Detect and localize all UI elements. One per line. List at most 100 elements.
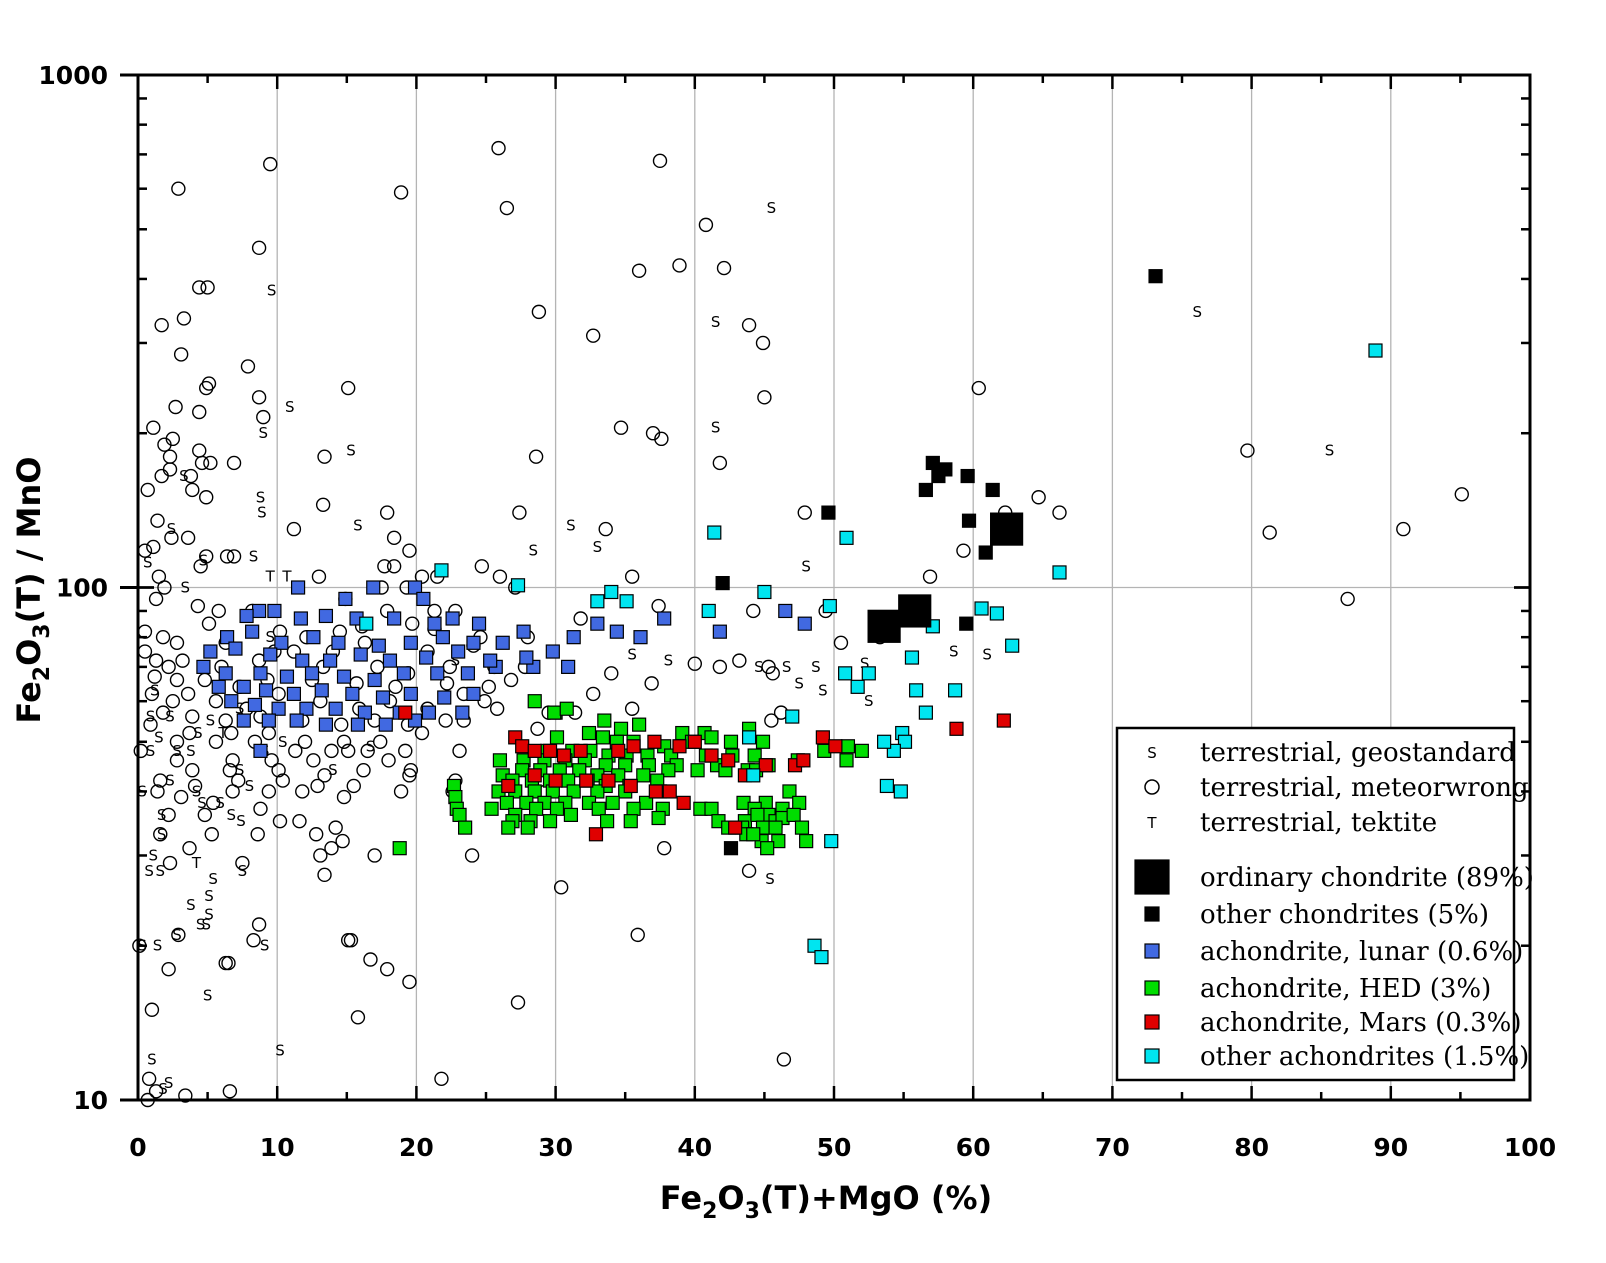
x-tick-label: 60 <box>956 1133 991 1162</box>
meteorwrong-point <box>324 840 339 856</box>
other-achondrite-point <box>879 778 894 794</box>
hed-point <box>492 753 508 768</box>
geostandard-point: S <box>260 937 270 955</box>
geostandard-point: S <box>249 547 259 565</box>
lunar-point <box>211 679 226 694</box>
geostandard-point: S <box>146 708 156 726</box>
hed-point <box>590 784 605 799</box>
meteorwrong-point <box>218 713 233 728</box>
mars-point <box>588 827 604 842</box>
lunar-point <box>258 683 274 698</box>
lunar-point <box>236 679 251 694</box>
meteorwrong-point <box>222 1084 238 1099</box>
meteorwrong-point <box>553 880 569 895</box>
hed-point <box>799 834 814 849</box>
x-tick-label: 100 <box>1504 1133 1556 1162</box>
other-achondrite-point <box>909 683 924 698</box>
x-tick-label: 10 <box>260 1133 295 1162</box>
lunar-point <box>367 672 382 688</box>
meteorwrong-point <box>288 743 303 759</box>
meteorwrong-point <box>133 743 148 759</box>
lunar-point <box>289 713 304 728</box>
lunar-point <box>338 591 353 607</box>
meteorwrong-point <box>286 644 302 659</box>
hed-point <box>527 784 542 799</box>
lunar-point <box>314 683 329 698</box>
meteorwrong-point <box>922 569 938 584</box>
meteorwrong-point <box>147 669 162 684</box>
meteorwrong-point <box>956 543 971 558</box>
meteorwrong-point <box>211 603 226 619</box>
geostandard-point: S <box>627 646 637 664</box>
meteorwrong-point <box>656 840 672 856</box>
meteorwrong-point <box>150 513 165 528</box>
mars-point <box>527 743 542 758</box>
other-achondrite-point <box>893 784 908 799</box>
legend-label-mars: achondrite, Mars (0.3%) <box>1200 1008 1521 1038</box>
meteorwrong-point <box>201 616 217 631</box>
meteorwrong-point <box>297 734 313 749</box>
other-achondrite-point <box>861 666 876 681</box>
plot-frame <box>136 73 1532 1102</box>
x-axis-title-sub-2: 2 <box>702 1199 717 1224</box>
mars-point <box>648 784 663 799</box>
lunar-point <box>357 705 372 720</box>
other-chondrite-point <box>931 468 946 484</box>
lunar-point <box>271 701 286 716</box>
meteorwrong-point <box>833 635 849 651</box>
lunar-point <box>286 686 302 701</box>
x-tick-label: 20 <box>399 1133 434 1162</box>
hed-point <box>755 734 771 749</box>
meteorwrong-point <box>192 404 207 420</box>
hed-point <box>632 717 647 732</box>
meteorwrong-point <box>199 549 214 564</box>
other-chondrite-point <box>723 841 739 856</box>
geostandard-point: S <box>529 542 539 560</box>
meteorwrong-point <box>182 725 197 741</box>
other-chondrite-point <box>918 482 933 498</box>
mars-point <box>672 739 687 754</box>
geostandard-point: S <box>156 862 166 880</box>
legend-symbol-mars <box>1144 1014 1160 1030</box>
lunar-point <box>239 608 254 624</box>
x-axis-title-o: O <box>717 1179 744 1217</box>
geostandard-point: S <box>1325 442 1335 460</box>
meteorwrong-point <box>264 753 279 768</box>
other-achondrite-point <box>701 603 716 619</box>
meteorwrong-point <box>162 855 178 871</box>
hed-point <box>559 701 574 716</box>
geostandard-point: S <box>275 1041 285 1059</box>
meteorwrong-point <box>263 156 278 172</box>
meteorwrong-point <box>169 635 185 651</box>
other-achondrite-point <box>850 679 865 694</box>
mars-point <box>542 743 558 758</box>
x-tick-label: 70 <box>1095 1133 1130 1162</box>
geostandard-point: S <box>664 652 674 670</box>
other-achondrite-point <box>359 616 374 631</box>
meteorwrong-point <box>356 763 371 778</box>
geostandard-point: S <box>165 708 175 726</box>
meteorwrong-point <box>271 763 286 778</box>
x-tick-label: 90 <box>1373 1133 1408 1162</box>
meteorwrong-point <box>161 961 176 977</box>
geostandard-point: S <box>201 916 211 934</box>
meteorwrong-point <box>171 181 186 196</box>
meteorwrong-point <box>169 753 185 768</box>
meteorwrong-point <box>630 927 645 943</box>
hed-point <box>704 801 719 816</box>
meteorwrong-point <box>261 784 277 799</box>
lunar-point <box>263 647 278 662</box>
geostandard-point: S <box>765 870 775 888</box>
lunar-point <box>350 717 366 732</box>
y-axis-title-o: O <box>10 639 48 666</box>
meteorwrong-point <box>146 539 161 555</box>
geostandard-point: S <box>754 658 764 676</box>
geostandard-point: S <box>566 517 576 535</box>
geostandard-point: S <box>278 733 288 751</box>
meteorwrong-point <box>797 505 812 520</box>
meteorwrong-point <box>512 505 527 520</box>
lunar-point <box>224 694 239 709</box>
other-achondrite-point <box>619 594 634 609</box>
hed-point <box>542 814 558 829</box>
mars-point <box>601 773 616 788</box>
